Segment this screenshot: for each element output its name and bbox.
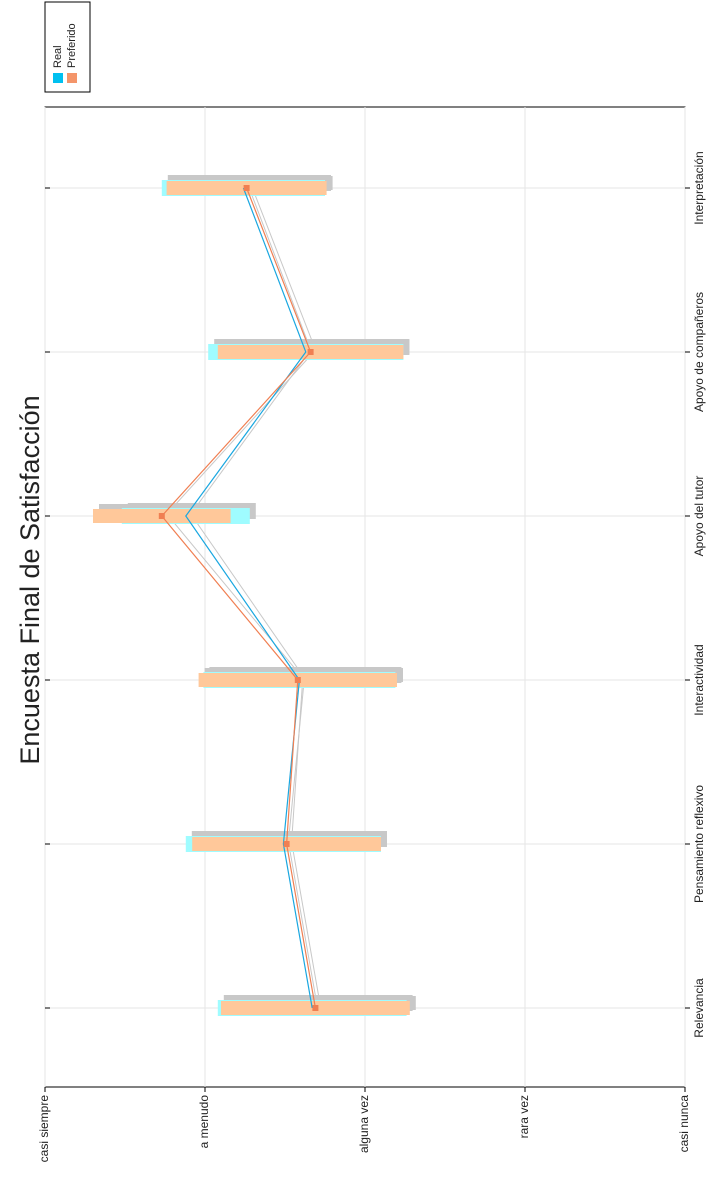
- legend-label: Preferido: [66, 23, 78, 68]
- chart-title: Encuesta Final de Satisfacción: [15, 395, 45, 764]
- y-tick-label: a menudo: [197, 1095, 211, 1149]
- line-shadow: [166, 185, 321, 1007]
- series-line: [161, 187, 316, 1009]
- x-tick-label: Apoyo de compañeros: [692, 292, 706, 412]
- x-tick-label: Interpretación: [692, 151, 706, 224]
- x-tick-label: Relevancia: [692, 978, 706, 1038]
- y-tick-label: rara vez: [517, 1095, 531, 1138]
- x-tick-label: Apoyo del tutor: [692, 476, 706, 557]
- point: [158, 513, 165, 519]
- legend-swatch: [67, 73, 77, 83]
- y-tick-label: casi siempre: [37, 1095, 51, 1163]
- legend-label: Real: [52, 45, 64, 68]
- x-tick-label: Pensamiento reflexivo: [692, 785, 706, 903]
- point: [294, 677, 301, 683]
- legend-swatch: [53, 73, 63, 83]
- point: [312, 1005, 319, 1011]
- y-tick-label: casi nunca: [677, 1095, 691, 1153]
- point: [243, 185, 250, 191]
- x-tick-label: Interactividad: [692, 644, 706, 715]
- series-line: [185, 187, 313, 1009]
- point: [307, 349, 314, 355]
- y-tick-label: alguna vez: [357, 1095, 371, 1153]
- point: [283, 841, 290, 847]
- line-shadow: [190, 185, 318, 1007]
